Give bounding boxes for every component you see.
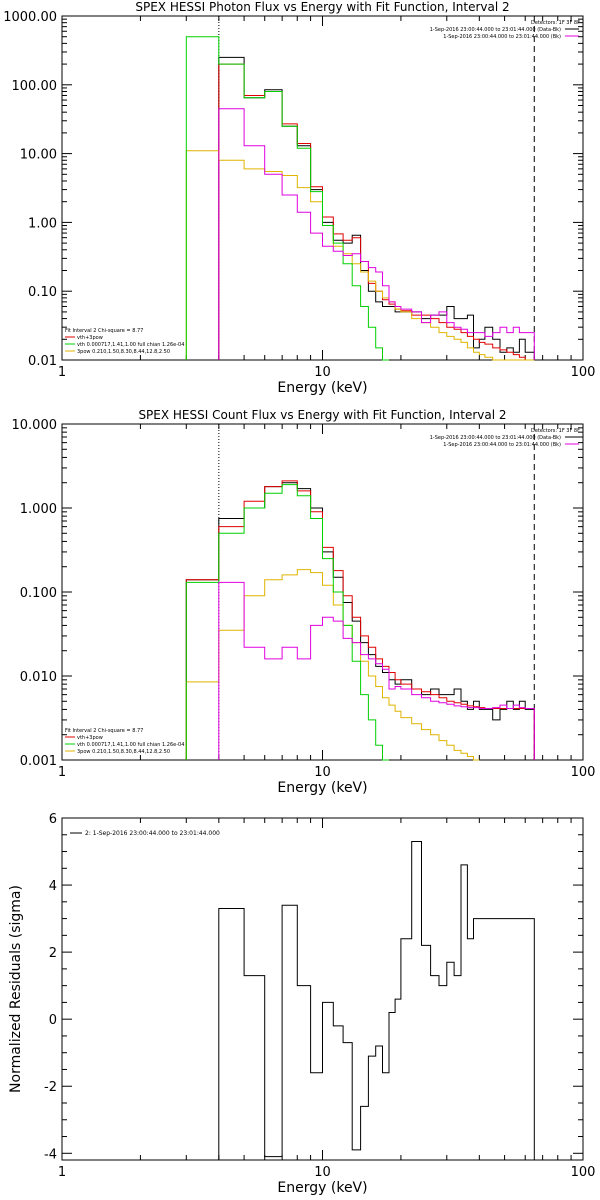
x-tick-label: 1 (58, 365, 66, 380)
panel-1: SPEX HESSI Photon Flux vs Energy with Fi… (3, 0, 595, 396)
y-tick-label: 2 (49, 946, 57, 961)
x-tick-label: 100 (571, 365, 596, 380)
legend-entry: 3pow 0.210,1.50,8.30,8.44,12.8,2.50 (77, 349, 170, 355)
series-vth+3pow (185, 480, 535, 760)
panel-title: SPEX HESSI Photon Flux vs Energy with Fi… (135, 0, 509, 14)
y-tick-label: 0.001 (20, 754, 57, 769)
x-axis-label: Energy (keV) (277, 780, 367, 796)
panel-title: SPEX HESSI Count Flux vs Energy with Fit… (138, 408, 506, 422)
y-tick-label: 10.000 (12, 418, 58, 433)
legend-entry: 1-Sep-2016 23:00:44.000 to 23:01:44.000 … (430, 27, 561, 33)
legend-entry: 1-Sep-2016 23:00:44.000 to 23:01:44.000 … (443, 34, 561, 40)
y-tick-label: 1000.00 (3, 10, 57, 25)
series-Data-Bk (218, 56, 535, 360)
series-Bk (218, 581, 535, 760)
legend-entry: vth+3pow (77, 335, 103, 341)
y-axis-label: Normalized Residuals (sigma) (8, 885, 24, 1093)
x-tick-label: 10 (314, 765, 331, 780)
legend-detectors: Detectors: 1F 3F 8F (531, 20, 580, 26)
y-tick-label: -4 (44, 1147, 57, 1162)
legend-entry: vth 0.000717,1.41,1.00 full chian 1.26e-… (77, 742, 184, 748)
x-tick-label: 10 (314, 1165, 331, 1180)
plot-frame (61, 817, 584, 1161)
legend-entry: Fit Interval 2 Chi-square = 8.77 (65, 728, 143, 734)
legend-entry: vth+3pow (77, 735, 103, 741)
x-tick-label: 100 (571, 765, 596, 780)
y-tick-label: 100.00 (12, 79, 58, 94)
legend-entry: Fit Interval 2 Chi-square = 8.77 (65, 328, 143, 334)
legend-detectors: Detectors: 1F 3F 8F (531, 428, 580, 434)
x-tick-label: 100 (571, 1165, 596, 1180)
series-Bk (218, 108, 535, 360)
y-tick-label: 0.010 (20, 670, 57, 685)
y-tick-label: 0.10 (28, 285, 57, 300)
series-vth (185, 36, 389, 361)
y-tick-label: 4 (49, 879, 57, 894)
series-vth (185, 484, 389, 761)
x-axis-label: Energy (keV) (277, 380, 367, 396)
x-tick-label: 1 (58, 765, 66, 780)
y-tick-label: -2 (44, 1080, 57, 1095)
y-tick-label: 1.00 (28, 216, 57, 231)
x-tick-label: 1 (58, 1165, 66, 1180)
legend-entry: 1-Sep-2016 23:00:44.000 to 23:01:44.000 … (430, 435, 561, 441)
legend-entry: 3pow 0.210,1.50,8.30,8.44,12.8,2.50 (77, 749, 170, 755)
series-residuals (218, 841, 535, 1160)
panel-3: 1 10 100 Energy (keV) -4 -2 0 2 4 6 Normalized Res… (8, 812, 595, 1196)
y-tick-label: 10.00 (20, 148, 57, 163)
legend-entry: 2: 1-Sep-2016 23:00:44.000 to 23:01:44.0… (85, 830, 220, 837)
y-tick-label: 0 (49, 1013, 57, 1028)
x-axis-label: Energy (keV) (277, 1180, 367, 1196)
y-tick-label: 0.100 (20, 586, 57, 601)
series-vth+3pow (218, 63, 535, 361)
y-tick-label: 6 (49, 812, 57, 827)
x-tick-label: 10 (314, 365, 331, 380)
legend-entry: 1-Sep-2016 23:00:44.000 to 23:01:44.000 … (443, 442, 561, 448)
y-tick-label: 1.000 (20, 502, 57, 517)
legend-entry: vth 0.000717,1.41,1.00 full chian 1.26e-… (77, 342, 184, 348)
panel-2: SPEX HESSI Count Flux vs Energy with Fit… (12, 408, 596, 796)
y-tick-label: 0.01 (28, 354, 57, 369)
series-3pow (185, 569, 480, 761)
